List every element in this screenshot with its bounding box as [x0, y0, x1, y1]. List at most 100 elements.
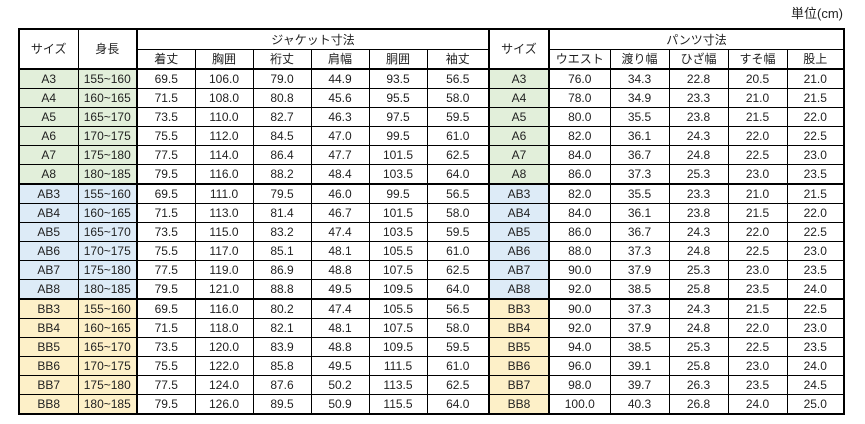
- pants-value-cell: 22.5: [727, 337, 788, 357]
- table-row: A7 175~180 77.5 114.0 86.4 47.7 101.5 62.5 A7 84.…: [18, 145, 845, 165]
- height-cell: 165~170: [77, 337, 138, 357]
- jacket-value-cell: 82.7: [252, 107, 312, 127]
- jacket-value-cell: 69.5: [136, 183, 196, 204]
- pants-value-cell: 80.0: [548, 107, 611, 127]
- jacket-value-cell: 47.4: [310, 298, 370, 319]
- table-row: AB3 155~160 69.5 111.0 79.5 46.0 99.5 56.5 AB3 82…: [18, 183, 845, 204]
- jacket-value-cell: 79.5: [136, 164, 196, 185]
- jacket-value-cell: 77.5: [136, 145, 196, 165]
- pants-value-cell: 86.0: [548, 164, 611, 185]
- pants-value-cell: 37.3: [609, 298, 670, 319]
- table-row: A5 165~170 73.5 110.0 82.7 46.3 97.5 59.5 A5 80.0…: [18, 107, 845, 127]
- pants-value-cell: 22.5: [727, 145, 788, 165]
- size-cell-middle: BB5: [488, 337, 550, 357]
- jacket-value-cell: 87.6: [252, 375, 312, 395]
- size-cell: BB7: [18, 375, 79, 395]
- jacket-value-cell: 50.9: [310, 394, 370, 415]
- jacket-value-cell: 82.1: [252, 318, 312, 338]
- pants-value-cell: 86.0: [548, 222, 611, 242]
- height-cell: 175~180: [77, 260, 138, 280]
- pants-value-cell: 40.3: [609, 394, 670, 415]
- jacket-value-cell: 45.6: [310, 88, 370, 108]
- pants-value-cell: 37.9: [609, 318, 670, 338]
- jacket-value-cell: 58.0: [426, 203, 490, 223]
- size-cell: A6: [18, 126, 79, 146]
- pants-value-cell: 21.5: [786, 88, 845, 108]
- size-cell: BB3: [18, 298, 79, 319]
- pants-value-cell: 35.5: [609, 183, 670, 204]
- jacket-value-cell: 49.5: [310, 279, 370, 300]
- unit-label: 単位(cm): [791, 6, 843, 21]
- pants-value-cell: 23.5: [727, 375, 788, 395]
- header-size: サイズ: [18, 28, 79, 70]
- jacket-value-cell: 95.5: [368, 88, 428, 108]
- pants-value-cell: 22.0: [727, 126, 788, 146]
- jacket-value-cell: 47.7: [310, 145, 370, 165]
- jacket-value-cell: 48.4: [310, 164, 370, 185]
- jacket-value-cell: 107.5: [368, 260, 428, 280]
- table-row: AB4 160~165 71.5 113.0 81.4 46.7 101.5 58.0 AB4 8…: [18, 203, 845, 223]
- header-shoulder: 肩幅: [310, 49, 370, 70]
- jacket-value-cell: 59.5: [426, 222, 490, 242]
- pants-value-cell: 23.3: [668, 88, 729, 108]
- jacket-value-cell: 58.0: [426, 318, 490, 338]
- pants-value-cell: 23.0: [727, 164, 788, 185]
- jacket-value-cell: 79.5: [136, 279, 196, 300]
- jacket-value-cell: 46.7: [310, 203, 370, 223]
- jacket-value-cell: 103.5: [368, 222, 428, 242]
- pants-value-cell: 21.0: [786, 68, 845, 89]
- size-cell-middle: AB7: [488, 260, 550, 280]
- pants-value-cell: 39.7: [609, 375, 670, 395]
- pants-value-cell: 21.5: [727, 298, 788, 319]
- size-cell-middle: A3: [488, 68, 550, 89]
- jacket-value-cell: 115.5: [368, 394, 428, 415]
- jacket-value-cell: 116.0: [194, 164, 254, 185]
- pants-value-cell: 38.5: [609, 279, 670, 300]
- pants-value-cell: 23.0: [786, 241, 845, 261]
- pants-value-cell: 23.8: [668, 107, 729, 127]
- size-cell-middle: BB7: [488, 375, 550, 395]
- height-cell: 170~175: [77, 126, 138, 146]
- jacket-value-cell: 89.5: [252, 394, 312, 415]
- header-rise: 股上: [786, 49, 845, 70]
- jacket-value-cell: 88.8: [252, 279, 312, 300]
- table-body: A3 155~160 69.5 106.0 79.0 44.9 93.5 56.5 A3 76.0…: [18, 68, 845, 415]
- pants-value-cell: 39.1: [609, 356, 670, 376]
- table-row: A3 155~160 69.5 106.0 79.0 44.9 93.5 56.5 A3 76.0…: [18, 68, 845, 89]
- table-row: A6 170~175 75.5 112.0 84.5 47.0 99.5 61.0 A6 82.0…: [18, 126, 845, 146]
- pants-value-cell: 36.1: [609, 126, 670, 146]
- pants-value-cell: 23.0: [786, 145, 845, 165]
- jacket-value-cell: 61.0: [426, 241, 490, 261]
- size-cell: A7: [18, 145, 79, 165]
- pants-value-cell: 37.3: [609, 241, 670, 261]
- jacket-value-cell: 59.5: [426, 337, 490, 357]
- height-cell: 175~180: [77, 145, 138, 165]
- height-cell: 165~170: [77, 107, 138, 127]
- pants-value-cell: 20.5: [727, 68, 788, 89]
- pants-value-cell: 38.5: [609, 337, 670, 357]
- pants-value-cell: 23.5: [786, 337, 845, 357]
- jacket-value-cell: 115.0: [194, 222, 254, 242]
- pants-value-cell: 25.0: [786, 394, 845, 415]
- size-cell: A8: [18, 164, 79, 185]
- pants-value-cell: 22.0: [727, 222, 788, 242]
- jacket-value-cell: 59.5: [426, 107, 490, 127]
- size-cell: AB5: [18, 222, 79, 242]
- header-size-middle: サイズ: [488, 28, 550, 70]
- jacket-value-cell: 117.0: [194, 241, 254, 261]
- size-cell-middle: BB6: [488, 356, 550, 376]
- jacket-value-cell: 48.1: [310, 318, 370, 338]
- header-chest: 胸囲: [194, 49, 254, 70]
- pants-value-cell: 22.5: [786, 298, 845, 319]
- pants-value-cell: 23.3: [668, 183, 729, 204]
- jacket-value-cell: 47.4: [310, 222, 370, 242]
- jacket-value-cell: 88.2: [252, 164, 312, 185]
- jacket-value-cell: 80.8: [252, 88, 312, 108]
- jacket-value-cell: 80.2: [252, 298, 312, 319]
- header-waist-pants: ウエスト: [548, 49, 611, 70]
- jacket-value-cell: 116.0: [194, 298, 254, 319]
- size-cell: A4: [18, 88, 79, 108]
- jacket-value-cell: 97.5: [368, 107, 428, 127]
- pants-value-cell: 92.0: [548, 279, 611, 300]
- jacket-value-cell: 119.0: [194, 260, 254, 280]
